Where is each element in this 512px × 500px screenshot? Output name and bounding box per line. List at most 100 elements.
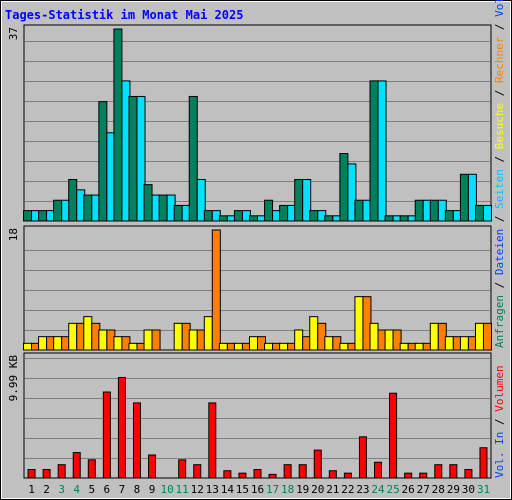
x-tick-label-day-19: 19 bbox=[296, 483, 309, 496]
bar-visits-besuche-day-30 bbox=[459, 336, 469, 351]
right-legend-top-item: Rechner bbox=[493, 36, 506, 83]
panel-visits-background bbox=[23, 225, 492, 351]
x-tick-label-day-6: 6 bbox=[104, 483, 111, 496]
bar-visits-besuche-day-11 bbox=[173, 322, 183, 351]
bar-visits-besuche-day-8 bbox=[128, 342, 138, 351]
right-legend-top-item: Anfragen bbox=[493, 295, 506, 348]
bar-requests-anfragen-day-20 bbox=[309, 210, 319, 222]
bar-volume-volumen-day-17 bbox=[268, 473, 277, 479]
right-legend-top-item: Vol. Out bbox=[493, 0, 506, 17]
bar-requests-anfragen-day-17 bbox=[264, 199, 274, 222]
bar-requests-anfragen-day-10 bbox=[158, 194, 168, 222]
bar-visits-besuche-day-5 bbox=[83, 316, 93, 351]
bar-visits-besuche-day-3 bbox=[53, 336, 63, 351]
x-tick-label-day-12: 12 bbox=[191, 483, 204, 496]
bar-volume-volumen-day-29 bbox=[449, 464, 458, 479]
bar-requests-dateien-day-12 bbox=[196, 178, 206, 222]
bar-requests-anfragen-day-4 bbox=[68, 178, 78, 222]
panel-volume-background bbox=[23, 352, 492, 479]
x-tick-label-day-2: 2 bbox=[43, 483, 50, 496]
bar-requests-dateien-day-8 bbox=[136, 95, 146, 222]
bar-requests-anfragen-day-31 bbox=[474, 204, 484, 222]
bar-volume-volumen-day-23 bbox=[358, 436, 367, 479]
bar-visits-besuche-day-7 bbox=[113, 336, 123, 351]
bar-visits-besuche-day-9 bbox=[143, 329, 153, 351]
bar-requests-anfragen-day-21 bbox=[324, 215, 334, 222]
bar-visits-besuche-day-21 bbox=[324, 336, 334, 351]
bar-requests-anfragen-day-23 bbox=[354, 199, 364, 222]
bar-requests-anfragen-day-15 bbox=[233, 210, 243, 222]
bar-visits-rechner-day-9 bbox=[151, 329, 161, 351]
x-tick-label-day-10: 10 bbox=[160, 483, 173, 496]
bar-requests-anfragen-day-6 bbox=[98, 101, 108, 222]
bar-volume-volumen-day-11 bbox=[178, 459, 187, 479]
bar-volume-volumen-day-25 bbox=[389, 392, 398, 479]
bar-volume-volumen-day-8 bbox=[132, 402, 141, 479]
x-tick-label-day-25: 25 bbox=[386, 483, 399, 496]
right-legend-top-item: / bbox=[493, 83, 506, 103]
right-legend-top-item: / bbox=[493, 17, 506, 37]
bar-volume-volumen-day-7 bbox=[117, 376, 126, 479]
bar-volume-volumen-day-13 bbox=[208, 402, 217, 479]
bar-volume-volumen-day-14 bbox=[223, 470, 232, 479]
bar-volume-volumen-day-18 bbox=[283, 464, 292, 479]
bar-requests-anfragen-day-27 bbox=[414, 199, 424, 222]
right-legend-top-item: / bbox=[493, 275, 506, 295]
bar-requests-anfragen-day-16 bbox=[249, 215, 258, 222]
x-tick-label-day-30: 30 bbox=[462, 483, 475, 496]
right-legend-top-item: Dateien bbox=[493, 229, 506, 275]
bar-requests-dateien-day-30 bbox=[467, 173, 477, 222]
bar-volume-volumen-day-12 bbox=[193, 464, 202, 479]
bar-requests-anfragen-day-2 bbox=[38, 210, 48, 222]
x-tick-label-day-14: 14 bbox=[221, 483, 235, 496]
bar-visits-besuche-day-2 bbox=[38, 336, 48, 351]
bar-requests-anfragen-day-25 bbox=[384, 215, 394, 222]
bar-volume-volumen-day-6 bbox=[102, 391, 111, 479]
x-tick-label-day-17: 17 bbox=[266, 483, 279, 496]
bar-visits-besuche-day-16 bbox=[249, 336, 258, 351]
bar-visits-besuche-day-23 bbox=[354, 296, 364, 351]
x-tick-label-day-4: 4 bbox=[73, 483, 80, 496]
bar-requests-anfragen-day-13 bbox=[203, 210, 213, 222]
bar-volume-volumen-day-24 bbox=[374, 461, 383, 479]
bar-volume-volumen-day-30 bbox=[464, 469, 473, 479]
right-legend-bottom-item: Volumen bbox=[493, 365, 506, 411]
panel-visits-max-label: 18 bbox=[7, 228, 20, 241]
bar-volume-volumen-day-20 bbox=[313, 449, 322, 479]
bar-volume-volumen-day-15 bbox=[238, 472, 247, 479]
bar-requests-anfragen-day-14 bbox=[218, 215, 228, 222]
bar-visits-besuche-day-1 bbox=[23, 342, 33, 351]
x-tick-label-day-9: 9 bbox=[149, 483, 156, 496]
right-legend-bottom: Vol. In / Volumen bbox=[493, 365, 506, 478]
bar-requests-anfragen-day-22 bbox=[339, 153, 349, 222]
x-tick-label-day-1: 1 bbox=[28, 483, 35, 496]
bar-requests-dateien-day-24 bbox=[377, 80, 387, 222]
right-legend-top-item: Seiten bbox=[493, 169, 506, 209]
bar-visits-besuche-day-26 bbox=[399, 342, 409, 351]
x-tick-label-day-15: 15 bbox=[236, 483, 249, 496]
x-tick-label-day-11: 11 bbox=[176, 483, 189, 496]
bar-volume-volumen-day-1 bbox=[27, 469, 36, 479]
bar-volume-volumen-day-2 bbox=[42, 469, 51, 479]
x-tick-label-day-27: 27 bbox=[417, 483, 430, 496]
bar-requests-anfragen-day-5 bbox=[83, 194, 93, 222]
bar-requests-anfragen-day-24 bbox=[369, 80, 379, 222]
bar-visits-besuche-day-6 bbox=[98, 329, 108, 351]
panel-volume-max-label: 9.99 KB bbox=[7, 355, 20, 402]
bar-visits-besuche-day-27 bbox=[414, 342, 424, 351]
x-tick-label-day-26: 26 bbox=[402, 483, 415, 496]
bar-visits-rechner-day-25 bbox=[392, 329, 402, 351]
bar-requests-anfragen-day-12 bbox=[188, 95, 198, 222]
x-tick-label-day-7: 7 bbox=[119, 483, 126, 496]
right-legend-top-item: Besuche bbox=[493, 103, 506, 149]
right-legend-top-item: / bbox=[493, 209, 506, 229]
bar-volume-volumen-day-4 bbox=[72, 452, 81, 479]
bar-requests-anfragen-day-3 bbox=[53, 199, 63, 222]
bar-visits-besuche-day-19 bbox=[294, 329, 304, 351]
x-tick-label-day-24: 24 bbox=[371, 483, 385, 496]
x-tick-label-day-3: 3 bbox=[58, 483, 65, 496]
x-tick-label-day-20: 20 bbox=[311, 483, 324, 496]
bar-visits-besuche-day-14 bbox=[218, 342, 228, 351]
bar-visits-besuche-day-15 bbox=[233, 342, 243, 351]
